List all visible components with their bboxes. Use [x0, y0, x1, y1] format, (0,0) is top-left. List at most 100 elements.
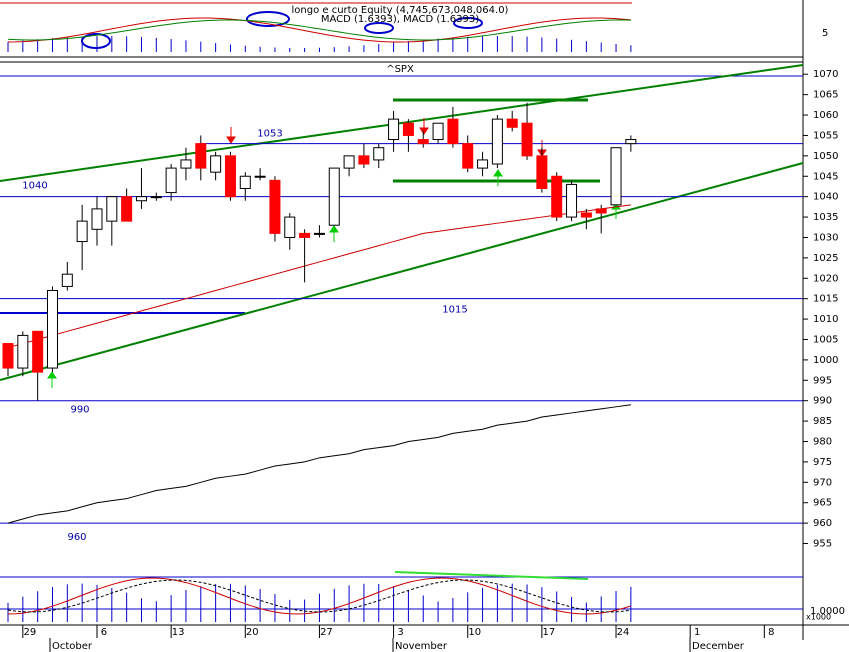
level-label: 1015 [442, 305, 467, 316]
x-tick-label: 20 [246, 627, 259, 638]
candle-body [299, 232, 311, 238]
x-tick-label: 27 [320, 627, 333, 638]
candle-body [32, 330, 44, 373]
candle-body [580, 212, 592, 218]
candle-body [491, 118, 503, 165]
x-tick-label: 10 [468, 627, 481, 638]
x-tick-label: 3 [397, 627, 403, 638]
ma-line [7, 404, 631, 524]
candle-body [625, 139, 637, 145]
candle-body [91, 208, 103, 230]
candle-body [566, 183, 578, 218]
symbol: ^SPX [386, 64, 414, 75]
y-tick-label: 1040 [813, 192, 838, 203]
trend-line [0, 162, 804, 381]
y-tick-label: 995 [813, 375, 832, 386]
candle-body [254, 175, 266, 178]
candle-body [358, 155, 370, 165]
candle-body [165, 167, 177, 194]
candle-body [313, 232, 325, 235]
candle-body [2, 343, 14, 369]
candle-body [224, 155, 236, 198]
y-tick-label: 965 [813, 498, 832, 509]
x-tick-label: 6 [101, 627, 107, 638]
candle-body [121, 196, 133, 222]
candle-body [402, 122, 414, 136]
y-tick-label: 1020 [813, 273, 838, 284]
indicator-line [7, 579, 631, 613]
candle-body [106, 196, 118, 222]
y-tick-label: 1010 [813, 314, 838, 325]
y-tick-label: 960 [813, 518, 832, 529]
candle-body [462, 143, 474, 169]
candle-body [477, 159, 489, 169]
ma-line [7, 204, 631, 349]
y-tick-label: 1005 [813, 334, 838, 345]
chart-title: longo e curto Equity (4,745,673,048,064.… [292, 5, 509, 16]
y-tick-label: 970 [813, 477, 832, 488]
y-tick-label: 985 [813, 416, 832, 427]
y-tick-label: 1070 [813, 69, 838, 80]
level-label: 1053 [257, 129, 282, 140]
candle-body [388, 118, 400, 141]
level-label: 990 [70, 405, 89, 416]
y-tick-label: 1015 [813, 294, 838, 305]
stoch-scale: x1000 [806, 613, 831, 622]
y-tick-label: 1025 [813, 253, 838, 264]
month-label: October [52, 641, 93, 652]
candle-body [432, 122, 444, 141]
month-label: December [692, 641, 745, 652]
x-tick-label: 13 [172, 627, 185, 638]
highlight [246, 11, 290, 27]
month-label: November [395, 641, 448, 652]
candle-body [417, 139, 429, 145]
candle-body [61, 273, 73, 287]
trend-line [394, 571, 589, 580]
x-tick-label: 17 [543, 627, 556, 638]
x-tick-label: 8 [768, 627, 774, 638]
candle-body [76, 220, 88, 243]
macd-tick: 5 [822, 28, 828, 39]
y-tick-label: 1000 [813, 355, 838, 366]
y-tick-label: 975 [813, 457, 832, 468]
indicator-line [7, 19, 631, 41]
y-tick-label: 1030 [813, 232, 838, 243]
y-tick-label: 1045 [813, 171, 838, 182]
y-tick-label: 1065 [813, 90, 838, 101]
candle-body [284, 216, 296, 238]
y-tick-label: 1050 [813, 151, 838, 162]
x-tick-label: 1 [694, 627, 700, 638]
highlight [364, 22, 394, 34]
y-tick-label: 1055 [813, 130, 838, 141]
y-tick-label: 980 [813, 437, 832, 448]
indicator-line [7, 17, 631, 43]
candle-body [239, 175, 251, 190]
y-tick-label: 955 [813, 539, 832, 550]
candle-body [447, 118, 459, 145]
candle-body [195, 143, 207, 169]
level-label: 1040 [22, 181, 47, 192]
stoch-tick: 1.0000 [810, 606, 845, 617]
candle-body [373, 147, 385, 161]
candle-body [343, 155, 355, 169]
candle-body [551, 175, 563, 218]
candle-body [595, 208, 607, 214]
trend-line [0, 64, 804, 182]
highlight [453, 17, 483, 29]
x-tick-label: 24 [617, 627, 630, 638]
candle-body [46, 290, 58, 369]
candle-body [150, 196, 162, 199]
candle-body [210, 155, 222, 173]
level-label: 960 [67, 532, 86, 543]
y-tick-label: 1035 [813, 212, 838, 223]
candle-body [506, 118, 518, 128]
candle-body [269, 179, 281, 234]
candle-body [536, 155, 548, 190]
y-tick-label: 1060 [813, 110, 838, 121]
candle-body [521, 122, 533, 157]
candle-body [328, 167, 340, 226]
candle-body [17, 334, 29, 369]
x-tick-label: 29 [23, 627, 36, 638]
